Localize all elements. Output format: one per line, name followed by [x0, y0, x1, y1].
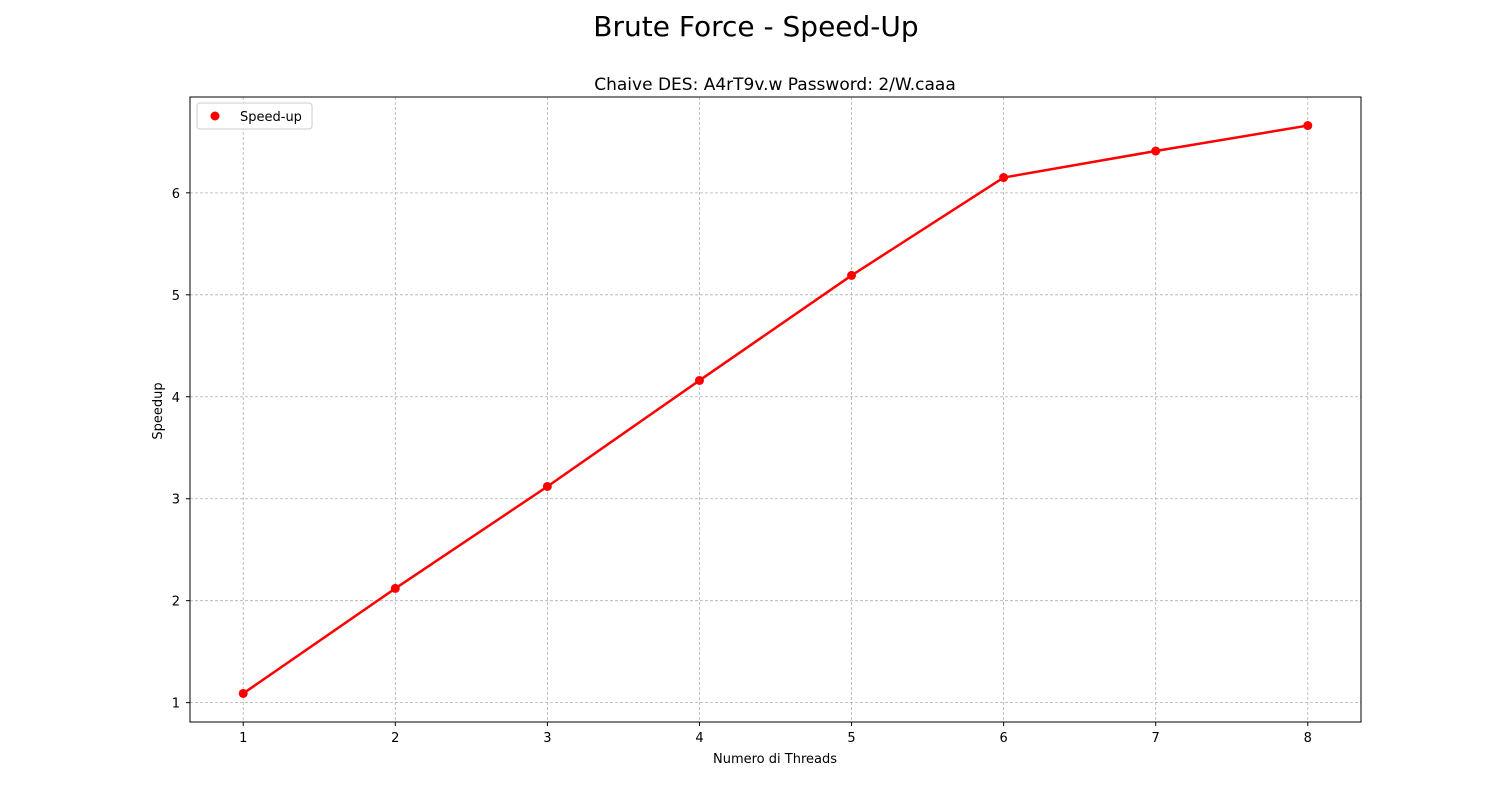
legend-box [196, 102, 313, 130]
legend-marker-speed-up [210, 111, 220, 121]
series-points-layer [238, 121, 1313, 698]
plot-area-frame [189, 96, 1362, 723]
y-ticks: 1 2 3 4 5 6 [172, 187, 190, 712]
data-point [542, 481, 552, 491]
x-tick-label: 5 [847, 731, 855, 746]
figure-suptitle: Brute Force - Speed-Up [593, 10, 919, 43]
y-axis-label: Speedup [151, 382, 166, 439]
x-axis-label: Numero di Threads [713, 752, 837, 767]
data-point [847, 270, 857, 280]
data-point [1151, 146, 1161, 156]
series-line-layer [242, 124, 1308, 695]
series-line-speed-up [242, 124, 1308, 695]
x-tick-label: 6 [999, 731, 1007, 746]
y-tick-label: 5 [172, 289, 180, 304]
grid-lines [190, 97, 1361, 722]
x-tick-label: 8 [1304, 731, 1312, 746]
x-tick-label: 3 [543, 731, 551, 746]
x-tick-label: 1 [239, 731, 247, 746]
data-point [1303, 121, 1313, 131]
data-point [238, 688, 248, 698]
y-tick-label: 1 [172, 697, 180, 712]
y-tick-label: 2 [172, 595, 180, 610]
data-point [390, 583, 400, 593]
x-tick-label: 2 [391, 731, 399, 746]
chart-title: Chaive DES: A4rT9v.w Password: 2/W.caaa [594, 75, 956, 95]
data-point [999, 173, 1009, 183]
y-tick-label: 6 [172, 187, 180, 202]
y-tick-label: 4 [172, 391, 180, 406]
y-tick-label: 3 [172, 493, 180, 508]
x-tick-label: 7 [1152, 731, 1160, 746]
data-point [694, 375, 704, 385]
x-ticks: 1 2 3 4 5 6 7 8 [239, 722, 1312, 746]
legend-label-speed-up: Speed-up [240, 110, 302, 125]
x-tick-label: 4 [695, 731, 703, 746]
legend: Speed-up [196, 102, 313, 130]
